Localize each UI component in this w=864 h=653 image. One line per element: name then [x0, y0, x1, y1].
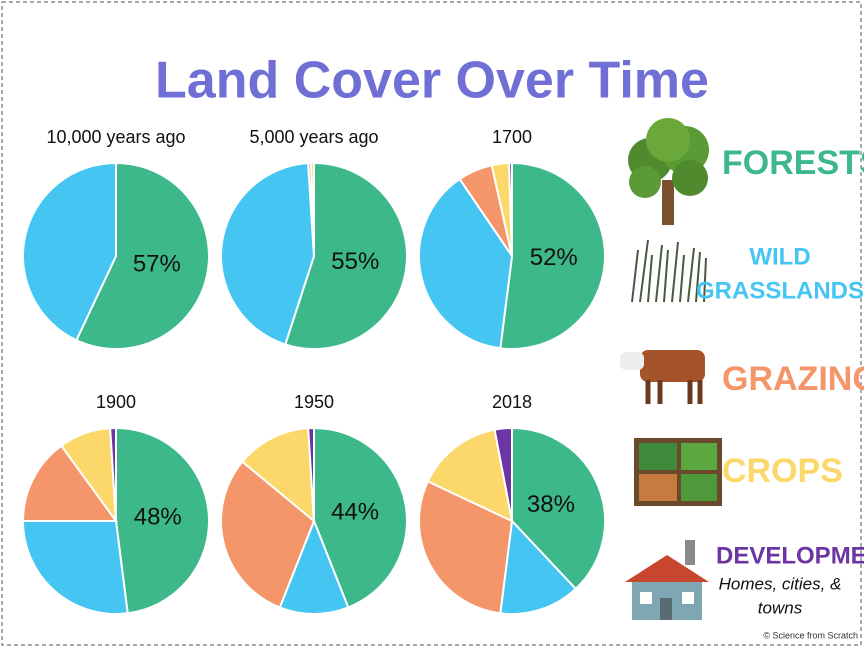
legend-label: DEVELOPMENT — [716, 542, 864, 569]
pie-slice — [418, 177, 514, 350]
pie-title: 2018 — [492, 392, 532, 412]
pie-title: 10,000 years ago — [46, 127, 185, 147]
pie-title: 1900 — [96, 392, 136, 412]
pie-slice — [278, 518, 350, 615]
crops-icon — [634, 438, 722, 506]
pie-slice — [220, 162, 316, 346]
pie-title: 1950 — [294, 392, 334, 412]
pie-slice — [21, 444, 118, 522]
value-label: 48% — [134, 504, 182, 531]
pie-slice — [284, 161, 408, 350]
pie-title: 1700 — [492, 127, 532, 147]
pie-slice — [508, 161, 513, 257]
pie-slice — [75, 161, 210, 350]
legend-label: GRASSLANDS — [696, 277, 864, 304]
pie-slice — [511, 426, 606, 591]
value-label: 44% — [331, 499, 379, 526]
grass-icon — [631, 239, 707, 303]
pie-slice — [240, 427, 316, 524]
house-icon — [625, 540, 709, 620]
pie-title: 5,000 years ago — [249, 127, 378, 147]
pie-slice — [115, 426, 210, 615]
legend-label: FORESTS — [722, 144, 864, 182]
pie-slice — [426, 428, 514, 523]
legend-label: CROPS — [722, 452, 843, 490]
pie-slice — [21, 520, 129, 615]
legend-label: GRAZING — [722, 360, 864, 398]
pie-slice — [418, 480, 514, 615]
legend-note: Homes, cities, & — [719, 574, 842, 593]
legend-label: WILD — [749, 243, 810, 270]
value-label: 57% — [133, 250, 181, 277]
pie-slice — [22, 161, 117, 342]
cow-icon — [620, 350, 705, 404]
tree-icon — [628, 118, 709, 225]
pie-slice — [313, 426, 408, 609]
value-label: 38% — [527, 491, 575, 518]
value-label: 52% — [530, 244, 578, 271]
pie-slice — [220, 460, 316, 609]
pie-slice — [499, 518, 578, 615]
title: Land Cover Over Time — [155, 52, 709, 110]
credit: © Science from Scratch — [763, 630, 858, 640]
pie-slice — [499, 161, 606, 350]
legend-note: towns — [758, 598, 803, 617]
pie-slice — [493, 426, 513, 522]
pie-slice — [307, 426, 315, 522]
value-label: 55% — [331, 248, 379, 275]
pie-slice — [109, 426, 117, 522]
